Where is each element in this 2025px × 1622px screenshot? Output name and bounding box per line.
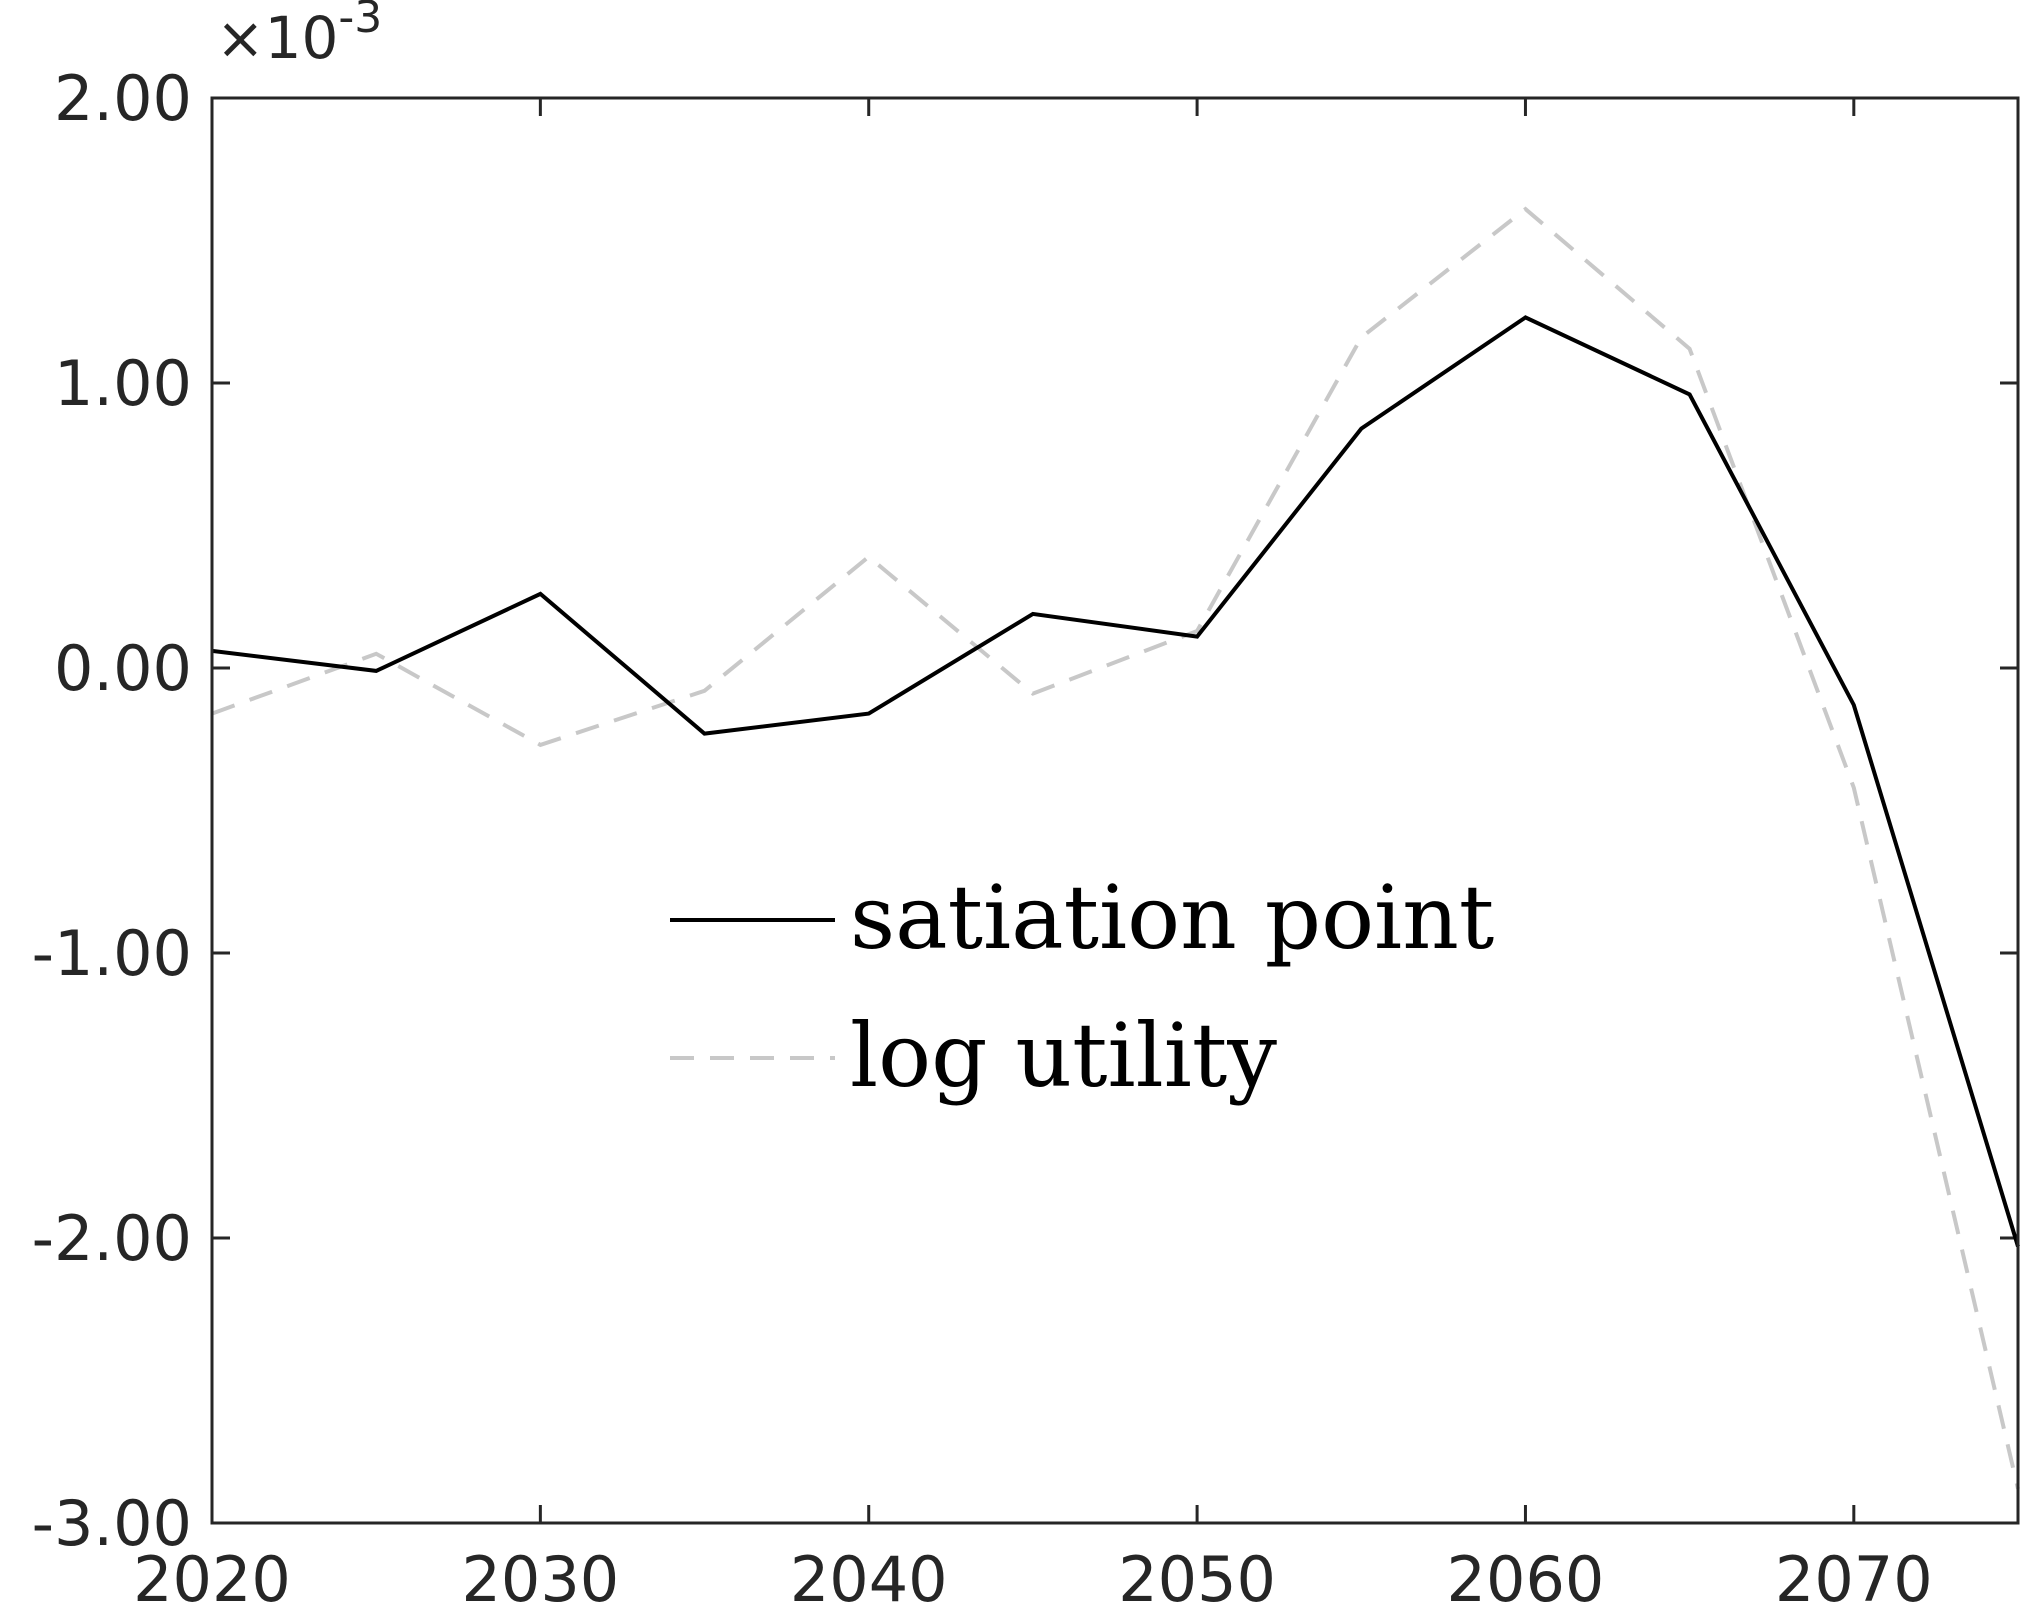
y-tick-label: 1.00 (54, 347, 192, 420)
legend: satiation point log utility (670, 866, 1494, 1107)
y-tick-label: 0.00 (54, 632, 192, 705)
series-layer (211, 206, 2020, 1490)
series-line-0 (211, 315, 2020, 1248)
x-axis-ticks: 2020 2030 2040 2050 2060 2070 (133, 98, 1933, 1616)
y-tick-label: 2.00 (54, 62, 192, 135)
y-axis-exponent-power: -3 (338, 0, 382, 43)
y-tick-label: -1.00 (32, 917, 192, 990)
y-axis-ticks: -3.00 -2.00 -1.00 0.00 1.00 2.00 (32, 62, 2018, 1560)
legend-label: log utility (850, 1004, 1277, 1107)
x-tick-label: 2070 (1775, 1543, 1933, 1616)
y-axis-exponent-base: ×10 (216, 4, 338, 72)
y-tick-label: -3.00 (32, 1487, 192, 1560)
x-tick-label: 2050 (1118, 1543, 1276, 1616)
y-axis-exponent-label: ×10-3 (216, 0, 382, 72)
series-line-1 (211, 206, 2020, 1490)
x-tick-label: 2020 (133, 1543, 291, 1616)
x-tick-label: 2040 (790, 1543, 948, 1616)
legend-label: satiation point (850, 866, 1494, 969)
y-tick-label: -2.00 (32, 1202, 192, 1275)
x-tick-label: 2060 (1447, 1543, 1605, 1616)
x-tick-label: 2030 (461, 1543, 619, 1616)
plot-frame (210, 96, 2020, 1525)
